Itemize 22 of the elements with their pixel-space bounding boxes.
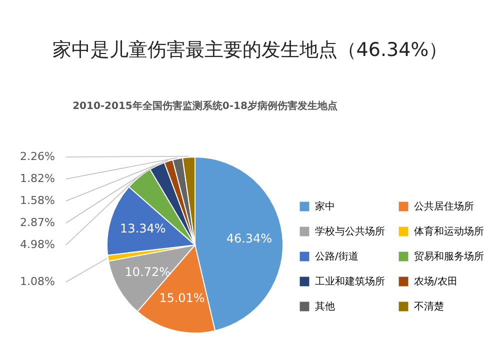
data-label: 1.82% [20,172,55,185]
legend-label: 农场/农田 [414,276,458,288]
legend-label: 公共居住场所 [414,200,474,213]
legend-label: 其他 [315,300,335,312]
chart-subtitle: 2010-2015年全国伤害监测系统0-18岁病例伤害发生地点 [72,100,338,112]
data-label: 2.87% [20,216,55,229]
legend-label: 家中 [315,200,335,213]
data-label: 1.58% [20,194,55,207]
legend-label: 不清楚 [414,300,444,312]
legend-label: 工业和建筑场所 [315,276,385,288]
legend-label: 公路/街道 [315,250,358,262]
data-label: 10.72% [124,265,171,280]
chart-title: 家中是儿童伤害最主要的发生地点（46.34%） [52,39,448,61]
data-label: 1.08% [20,275,55,288]
data-label: 15.01% [159,290,205,305]
data-label: 46.34% [226,232,272,246]
legend-label: 学校与公共场所 [315,226,385,238]
data-label: 13.34% [120,222,166,236]
data-label: 4.98% [20,238,55,251]
legend-label: 体育和运动场所 [414,226,484,238]
legend-label: 贸易和服务场所 [414,250,484,262]
data-label: 2.26% [20,150,55,163]
